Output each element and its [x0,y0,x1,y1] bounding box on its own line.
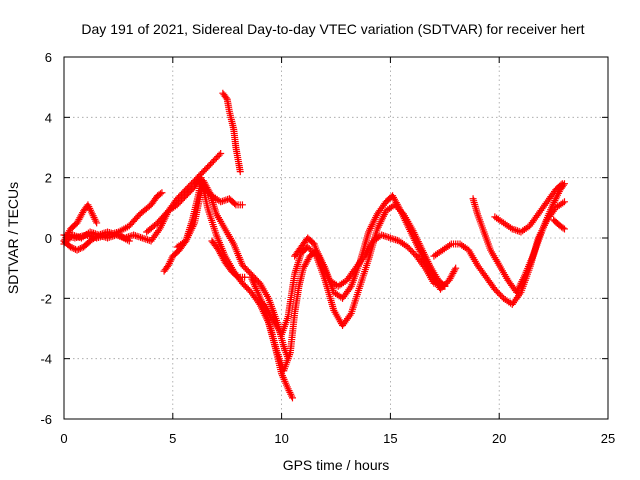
y-axis-label: SDTVAR / TECUs [5,182,21,294]
point-sat-d-5 [67,243,75,251]
point-sat-a-46 [138,234,146,242]
point-sat-l-59 [359,254,367,262]
series-sat-d [60,228,133,254]
y-tick-label-3: 0 [45,231,52,246]
y-tick-label-6: 6 [45,50,52,65]
point-sat-o-45 [557,181,565,189]
x-tick-label-5: 25 [601,431,615,446]
point-sat-d-11 [76,245,84,253]
point-sat-f-166 [288,394,296,402]
point-sat-l-76 [383,233,391,241]
series-sat-o [491,180,566,236]
point-sat-l-77 [385,233,393,241]
point-sat-i-3 [222,94,230,102]
series-sat-j [247,192,460,375]
point-sat-j-257 [452,264,460,272]
x-axis-label: GPS time / hours [283,457,390,473]
y-tick-label-0: -6 [40,412,52,427]
point-sat-l-75 [381,232,389,240]
series-sat-k [260,201,449,339]
point-sat-a-41 [130,231,138,239]
point-sat-d-40 [125,237,133,245]
point-sat-l-74 [379,232,387,240]
point-sat-j-256 [451,266,459,274]
point-sat-h-27 [241,273,249,281]
point-sat-o-14 [515,227,523,235]
point-sat-a-43 [133,232,141,240]
point-sat-a-45 [137,233,145,241]
point-sat-p-7 [559,224,567,232]
point-sat-a-104 [215,151,223,159]
y-tick-label-1: -4 [40,352,52,367]
point-sat-e-63 [231,200,239,208]
point-sat-m-108 [560,198,568,206]
point-sat-k-108 [346,311,354,319]
point-sat-d-9 [73,246,81,254]
point-sat-a-44 [135,233,143,241]
point-sat-l-80 [390,235,398,243]
x-tick-label-0: 0 [60,431,67,446]
point-sat-a-57 [155,227,163,235]
point-sat-h-23 [233,272,241,280]
plot-frame [63,56,609,420]
chart-title: Day 191 of 2021, Sidereal Day-to-day VTE… [81,21,584,37]
y-tick-label-2: -2 [40,291,52,306]
point-sat-a-48 [142,235,150,243]
y-tick-label-5: 4 [45,110,52,125]
point-sat-a-105 [217,150,225,158]
point-sat-b-33 [93,219,101,227]
point-sat-l-115 [441,282,449,290]
series-sat-l [291,231,449,290]
point-sat-g-41 [205,187,213,195]
y-tick-label-4: 2 [45,171,52,186]
point-sat-i-40 [236,168,244,176]
point-sat-e-67 [238,201,246,209]
point-sat-c-59 [156,190,164,198]
point-sat-c-60 [158,189,166,197]
axis-ticks: 0 5 10 15 20 25 -6 -4 -2 0 2 4 6 [40,50,615,446]
point-sat-a-47 [140,235,148,243]
x-tick-label-4: 20 [492,431,506,446]
series-sat-h [208,237,249,281]
point-sat-l-79 [388,235,396,243]
data-points [60,89,568,402]
point-sat-m-58 [516,290,524,298]
point-sat-d-6 [68,244,76,252]
series-sat-i [219,89,244,176]
series-sat-p [550,216,568,233]
x-tick-label-2: 10 [274,431,288,446]
point-sat-l-100 [420,262,428,270]
point-sat-e-56 [220,197,228,205]
point-sat-d-10 [75,245,83,253]
point-sat-p-8 [560,225,568,233]
point-sat-j-142 [346,284,354,292]
point-sat-e-55 [218,197,226,205]
point-sat-d-7 [70,245,78,253]
point-sat-l-78 [386,234,394,242]
point-sat-o-46 [558,180,566,188]
x-tick-label-3: 15 [383,431,397,446]
series-sat-f [160,174,296,402]
x-tick-label-1: 5 [169,431,176,446]
